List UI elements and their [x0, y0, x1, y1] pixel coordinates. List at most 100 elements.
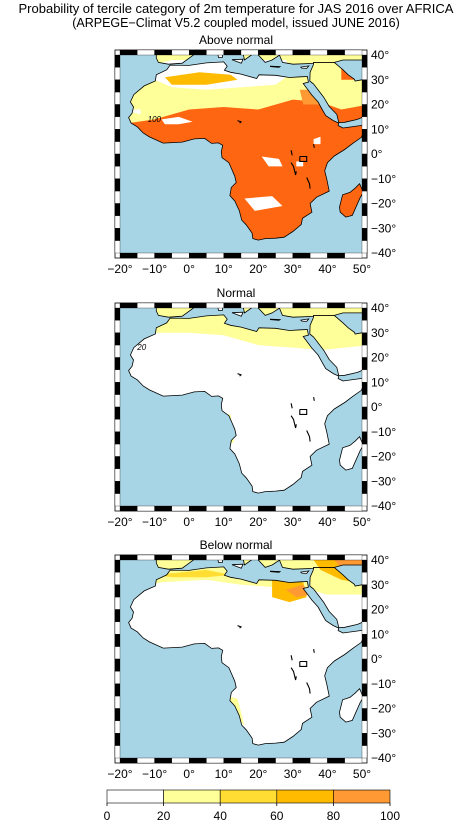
frame-tick-left [114, 671, 121, 684]
lat-label: −40° [371, 246, 396, 260]
lat-label: 30° [371, 326, 389, 340]
frame-tick-bottom [240, 757, 259, 764]
frame-tick-left [114, 382, 121, 395]
frame-tick-left [114, 129, 121, 142]
lon-label: 20° [249, 262, 267, 276]
frame-tick-right [361, 382, 368, 395]
frame-tick-bottom [188, 505, 207, 512]
frame-tick-right [361, 493, 368, 507]
coastline-5 [231, 311, 244, 317]
lat-label: 0° [371, 652, 383, 666]
frame-tick-bottom [309, 505, 328, 512]
frame-tick-top [240, 554, 259, 561]
probability-region-5 [261, 156, 283, 167]
sub-title: (ARPEGE−Climat V5.2 coupled model, issue… [72, 16, 400, 30]
lon-label: 20° [249, 767, 267, 781]
frame-tick-left [114, 369, 121, 383]
frame-tick-right [361, 178, 368, 192]
frame-tick-left [114, 596, 121, 610]
lake-4 [313, 143, 315, 148]
lat-label: −30° [371, 221, 396, 235]
frame-tick-right [361, 67, 368, 80]
frame-tick-right [361, 190, 368, 204]
lon-label: 50° [353, 515, 371, 529]
frame-tick-top [171, 554, 190, 561]
frame-tick-right [361, 443, 368, 457]
map-panel-below: −20° −10° 0° 10° 20° 30° 40° 50° 40° 30° 20° 10° 0° −… [107, 553, 396, 781]
coastline-6 [217, 560, 224, 563]
frame-tick-left [114, 572, 121, 585]
frame-tick-left [114, 406, 121, 420]
lon-label: −20° [107, 515, 132, 529]
frame-tick-top [258, 554, 276, 561]
lat-label: −40° [371, 499, 396, 513]
lon-label: −10° [142, 515, 167, 529]
frame-tick-right [361, 481, 368, 494]
frame-tick-top [275, 49, 294, 56]
colorbar-tick-label: 0 [104, 809, 111, 823]
coastline-5 [231, 563, 244, 569]
frame-tick-bottom [188, 757, 207, 764]
frame-tick-top [258, 49, 276, 56]
lon-label: 40° [318, 767, 336, 781]
frame-tick-left [114, 584, 121, 598]
frame-tick-bottom [154, 252, 173, 259]
frame-tick-right [361, 357, 368, 371]
lake-3 [237, 373, 243, 377]
frame-tick-top [223, 49, 242, 56]
lake-0 [299, 660, 308, 667]
frame-tick-left [114, 54, 121, 68]
frame-tick-top [206, 302, 224, 309]
landmass-6 [218, 560, 223, 563]
landmass-5 [232, 564, 244, 569]
lat-label: −10° [371, 172, 396, 186]
frame-tick-left [114, 745, 121, 759]
lon-label: 10° [215, 515, 233, 529]
coastline-4 [278, 55, 362, 65]
frame-tick-right [361, 320, 368, 333]
lat-label: 0° [371, 147, 383, 161]
frame-tick-left [114, 153, 121, 167]
frame-tick-right [361, 658, 368, 672]
lat-label: −20° [371, 702, 396, 716]
colorbar: 0 20 40 60 80 100 [104, 789, 400, 823]
frame-tick-bottom [137, 252, 155, 259]
frame-tick-left [114, 228, 121, 241]
coastline-2 [339, 688, 362, 723]
frame-tick-bottom [309, 252, 328, 259]
colorbar-swatch [163, 789, 221, 804]
frame-tick-left [114, 634, 121, 647]
lat-label: 10° [371, 375, 389, 389]
frame-tick-right [361, 431, 368, 445]
frame-tick-bottom [344, 505, 363, 512]
frame-tick-right [361, 683, 368, 697]
frame-tick-top [327, 49, 345, 56]
frame-tick-top [188, 554, 207, 561]
coastline-7 [270, 570, 282, 573]
frame-tick-right [361, 572, 368, 585]
frame-tick-right [361, 406, 368, 420]
frame-tick-bottom [275, 757, 294, 764]
coastline-0 [128, 314, 362, 494]
frame-tick-top [119, 302, 138, 309]
frame-tick-left [114, 733, 121, 746]
frame-tick-top [309, 302, 328, 309]
frame-tick-bottom [171, 252, 190, 259]
frame-tick-right [361, 733, 368, 746]
lake-1 [290, 415, 297, 429]
frame-tick-left [114, 468, 121, 482]
frame-tick-top [223, 554, 242, 561]
coastline-4 [278, 308, 362, 318]
frame-tick-bottom [240, 505, 259, 512]
lat-label: 10° [371, 627, 389, 641]
frame-tick-left [114, 695, 121, 709]
landmass-0 [128, 566, 362, 746]
colorbar-swatch [276, 789, 334, 804]
lake-0 [299, 155, 308, 162]
lon-label: 40° [318, 262, 336, 276]
frame-tick-left [114, 332, 121, 346]
probability-region-7 [313, 136, 321, 145]
frame-tick-bottom [137, 505, 155, 512]
frame-tick-top [137, 302, 155, 309]
